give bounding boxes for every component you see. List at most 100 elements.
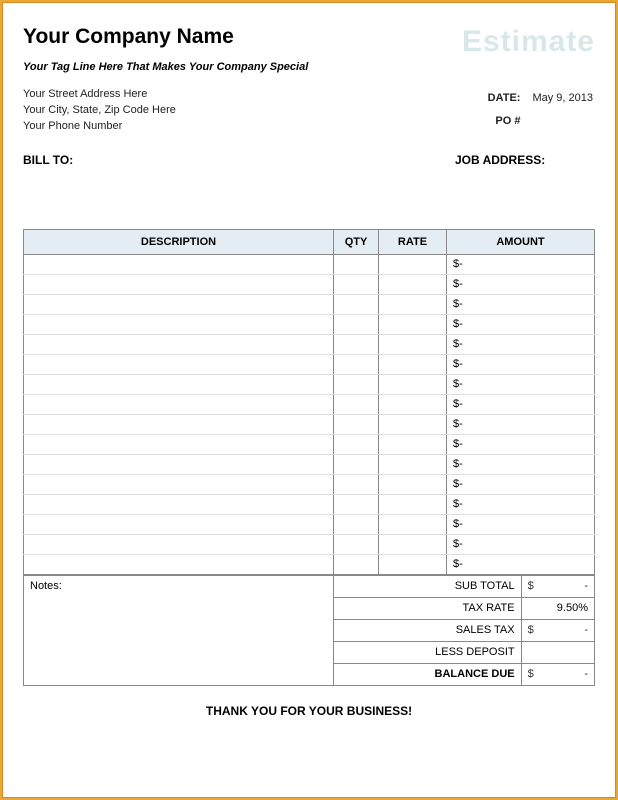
job-address-label: JOB ADDRESS:: [455, 153, 595, 167]
address-block: Your Street Address Here Your City, Stat…: [23, 87, 595, 135]
table-row: $-: [24, 494, 595, 514]
table-row: $-: [24, 434, 595, 454]
meta-table: DATE:May 9, 2013 PO #: [486, 87, 595, 135]
cell-qty: [334, 374, 379, 394]
company-name: Your Company Name: [23, 25, 234, 49]
cell-amount: $-: [447, 554, 595, 574]
cell-qty: [334, 254, 379, 274]
col-qty: QTY: [334, 229, 379, 254]
cell-amount: $-: [447, 314, 595, 334]
table-row: $-: [24, 254, 595, 274]
cell-amount: $-: [447, 494, 595, 514]
cell-qty: [334, 414, 379, 434]
cell-desc: [24, 294, 334, 314]
col-description: DESCRIPTION: [24, 229, 334, 254]
po-label: PO #: [488, 112, 531, 133]
cell-qty: [334, 314, 379, 334]
cell-desc: [24, 314, 334, 334]
table-header-row: DESCRIPTION QTY RATE AMOUNT: [24, 229, 595, 254]
table-row: $-: [24, 374, 595, 394]
table-row: $-: [24, 334, 595, 354]
bill-to-label: BILL TO:: [23, 153, 73, 167]
cell-desc: [24, 414, 334, 434]
company-address: Your Street Address Here Your City, Stat…: [23, 87, 176, 135]
cell-qty: [334, 274, 379, 294]
cell-amount: $-: [447, 354, 595, 374]
items-table: DESCRIPTION QTY RATE AMOUNT $-$-$-$-$-$-…: [23, 229, 595, 575]
addr-line1: Your Street Address Here: [23, 87, 176, 103]
cell-rate: [379, 534, 447, 554]
subtotal-value: $-: [521, 575, 594, 597]
cell-qty: [334, 514, 379, 534]
cell-qty: [334, 534, 379, 554]
cell-amount: $-: [447, 394, 595, 414]
cell-desc: [24, 494, 334, 514]
cell-amount: $-: [447, 414, 595, 434]
table-row: $-: [24, 394, 595, 414]
page: Your Company Name Estimate Your Tag Line…: [3, 3, 615, 728]
cell-amount: $-: [447, 294, 595, 314]
cell-qty: [334, 294, 379, 314]
cell-amount: $-: [447, 514, 595, 534]
cell-rate: [379, 514, 447, 534]
cell-desc: [24, 474, 334, 494]
document-frame: Your Company Name Estimate Your Tag Line…: [2, 2, 616, 798]
cell-rate: [379, 434, 447, 454]
table-row: $-: [24, 294, 595, 314]
tagline: Your Tag Line Here That Makes Your Compa…: [23, 61, 595, 73]
cell-desc: [24, 394, 334, 414]
taxrate-value: 9.50%: [521, 597, 594, 619]
subtotal-label: SUB TOTAL: [334, 575, 522, 597]
lessdeposit-value: [521, 641, 594, 663]
cell-qty: [334, 474, 379, 494]
date-label: DATE:: [488, 89, 531, 110]
cell-amount: $-: [447, 254, 595, 274]
thanks-line: THANK YOU FOR YOUR BUSINESS!: [23, 704, 595, 718]
cell-amount: $-: [447, 274, 595, 294]
addr-line2: Your City, State, Zip Code Here: [23, 103, 176, 119]
cell-rate: [379, 314, 447, 334]
taxrate-label: TAX RATE: [334, 597, 522, 619]
cell-amount: $-: [447, 374, 595, 394]
cell-desc: [24, 454, 334, 474]
cell-amount: $-: [447, 534, 595, 554]
table-row: $-: [24, 474, 595, 494]
cell-rate: [379, 454, 447, 474]
po-value: [532, 112, 593, 133]
lessdeposit-label: LESS DEPOSIT: [334, 641, 522, 663]
cell-rate: [379, 254, 447, 274]
cell-desc: [24, 374, 334, 394]
cell-desc: [24, 274, 334, 294]
cell-qty: [334, 554, 379, 574]
cell-rate: [379, 494, 447, 514]
cell-qty: [334, 494, 379, 514]
cell-rate: [379, 394, 447, 414]
cell-desc: [24, 354, 334, 374]
header-top: Your Company Name Estimate: [23, 25, 595, 59]
cell-rate: [379, 274, 447, 294]
table-row: $-: [24, 414, 595, 434]
cell-qty: [334, 394, 379, 414]
cell-rate: [379, 294, 447, 314]
cell-rate: [379, 474, 447, 494]
table-row: $-: [24, 514, 595, 534]
cell-amount: $-: [447, 434, 595, 454]
cell-desc: [24, 554, 334, 574]
balance-value: $-: [521, 663, 594, 685]
table-row: $-: [24, 554, 595, 574]
addr-line3: Your Phone Number: [23, 119, 176, 135]
cell-rate: [379, 414, 447, 434]
cell-desc: [24, 334, 334, 354]
balance-label: BALANCE DUE: [334, 663, 522, 685]
notes-cell: Notes:: [24, 575, 334, 685]
cell-desc: [24, 434, 334, 454]
cell-qty: [334, 434, 379, 454]
cell-desc: [24, 534, 334, 554]
col-amount: AMOUNT: [447, 229, 595, 254]
date-value: May 9, 2013: [532, 89, 593, 110]
table-row: $-: [24, 454, 595, 474]
cell-amount: $-: [447, 454, 595, 474]
table-row: $-: [24, 274, 595, 294]
salestax-label: SALES TAX: [334, 619, 522, 641]
cell-rate: [379, 354, 447, 374]
